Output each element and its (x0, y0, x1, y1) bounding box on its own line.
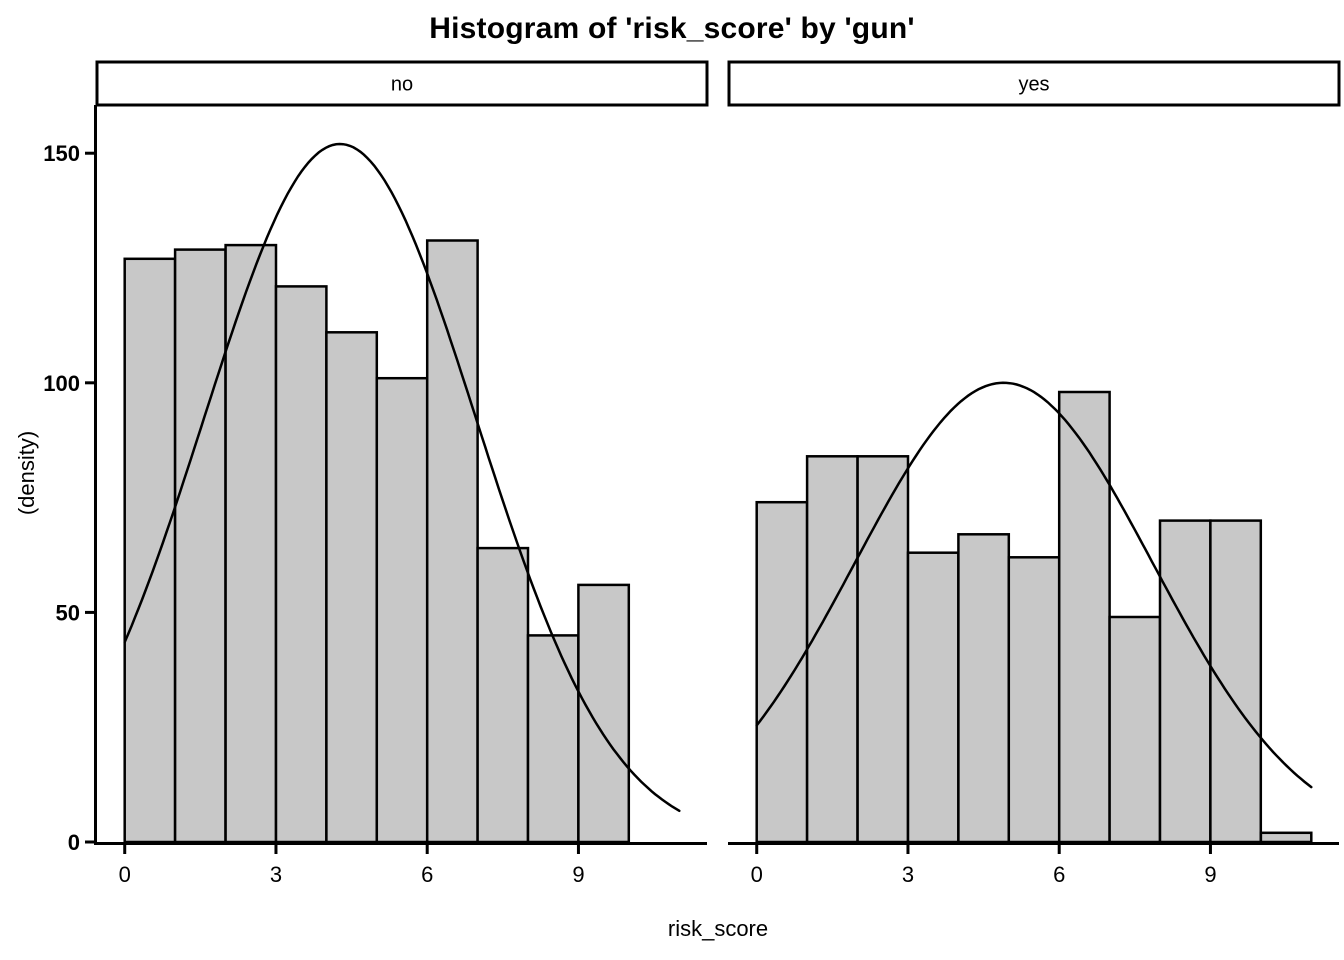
histogram-bar (476, 546, 530, 844)
x-tick-label: 9 (1204, 862, 1216, 887)
histogram-bar (957, 533, 1011, 844)
histogram-bar (577, 583, 631, 844)
histogram-bar (1057, 390, 1111, 844)
histogram-bar (1108, 615, 1162, 844)
x-tick-label: 0 (119, 862, 131, 887)
y-tick-label: 150 (43, 141, 80, 166)
facet-strip (95, 60, 709, 107)
x-tick-label: 6 (1053, 862, 1065, 887)
y-axis-title: (density) (14, 430, 39, 516)
histogram-bar (1259, 831, 1313, 844)
histogram-bar (856, 455, 910, 844)
histogram-bar (805, 455, 859, 844)
y-tick-label: 100 (43, 371, 80, 396)
x-axis-title: risk_score (667, 916, 769, 941)
facet-strip-label: no (391, 74, 413, 96)
histogram-bar (375, 376, 429, 844)
histogram-bar (526, 634, 580, 844)
histogram-bar (1209, 519, 1263, 844)
x-tick-label: 3 (902, 862, 914, 887)
histogram-bar (906, 551, 960, 844)
histogram-bar (224, 243, 278, 844)
chart-title: Histogram of 'risk_score' by 'gun' (429, 12, 915, 45)
y-tick-label: 50 (56, 600, 80, 625)
histogram-bar (325, 331, 379, 844)
histogram-bar (1007, 556, 1061, 844)
histogram-bar (173, 248, 227, 844)
histogram-bar (425, 239, 479, 844)
histogram-bar (274, 285, 328, 844)
x-tick-label: 0 (751, 862, 763, 887)
facet-strip-label: yes (1018, 74, 1049, 96)
x-tick-label: 9 (572, 862, 584, 887)
x-tick-label: 6 (421, 862, 433, 887)
facet-strip (727, 60, 1341, 107)
density-curve (755, 381, 1313, 789)
x-tick-label: 3 (270, 862, 282, 887)
density-curve (123, 142, 681, 813)
histogram-bar (755, 500, 809, 844)
histogram-bar (1158, 519, 1212, 844)
histogram-bar (123, 257, 177, 844)
y-tick-label: 0 (68, 830, 80, 855)
